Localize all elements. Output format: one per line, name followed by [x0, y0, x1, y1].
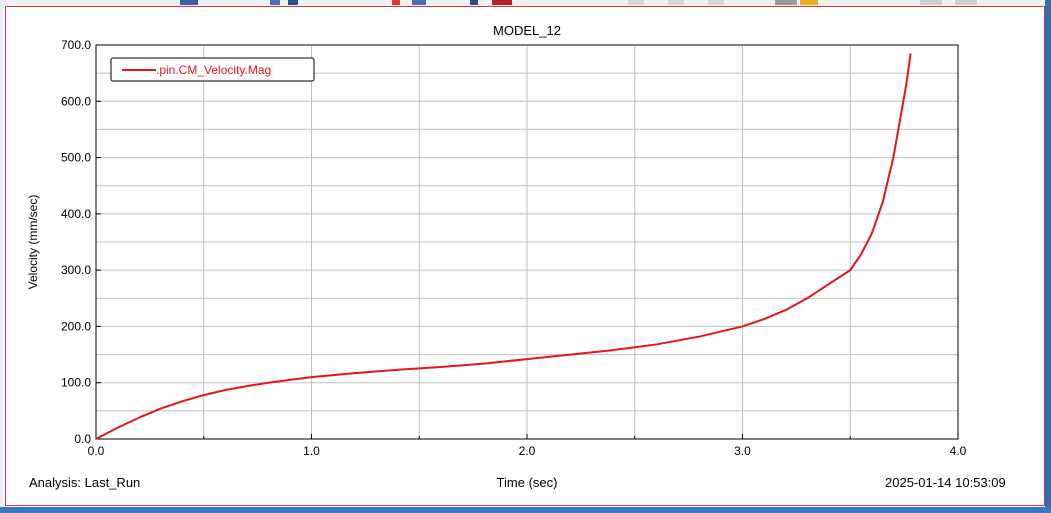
legend: .pin.CM_Velocity.Mag	[110, 57, 315, 82]
window-bottom-edge	[0, 507, 1051, 513]
toolbar-strip	[0, 0, 1051, 6]
x-tick-label: 4.0	[950, 444, 967, 458]
timestamp: 2025-01-14 10:53:09	[885, 475, 1006, 490]
y-tick-label: 600.0	[61, 94, 91, 108]
toolbar-icon[interactable]	[775, 0, 797, 5]
legend-label: .pin.CM_Velocity.Mag	[156, 63, 271, 77]
toolbar-icon[interactable]	[668, 0, 684, 5]
y-tick-label: 300.0	[61, 263, 91, 277]
toolbar-icon[interactable]	[270, 0, 280, 5]
x-tick-label: 3.0	[734, 444, 751, 458]
plot-window-frame	[5, 6, 1045, 506]
axis-ticks: 0.0 1.0 2.0 3.0 4.0 0.0 100.0 200.0 300.0 400.0 50…	[61, 38, 967, 458]
x-axis-label: Time (sec)	[497, 475, 558, 490]
y-tick-label: 100.0	[61, 376, 91, 390]
analysis-label: Analysis: Last_Run	[29, 475, 141, 490]
toolbar-icon[interactable]	[920, 0, 942, 5]
y-axis-label: Velocity (mm/sec)	[26, 195, 40, 290]
toolbar-icon[interactable]	[180, 0, 198, 5]
x-tick-label: 0.0	[88, 444, 105, 458]
toolbar-icon[interactable]	[392, 0, 400, 5]
toolbar-icon[interactable]	[412, 0, 426, 5]
y-tick-label: 700.0	[61, 38, 91, 52]
toolbar-icon[interactable]	[800, 0, 818, 5]
chart-title: MODEL_12	[493, 23, 561, 38]
y-tick-label: 200.0	[61, 319, 91, 333]
toolbar-icon[interactable]	[955, 0, 977, 5]
y-tick-label: 500.0	[61, 151, 91, 165]
grid	[96, 45, 958, 439]
series-line	[95, 53, 912, 440]
window-left-edge	[0, 0, 4, 513]
toolbar-icon[interactable]	[288, 0, 298, 5]
series-layer	[95, 53, 912, 440]
toolbar-icon[interactable]	[628, 0, 644, 5]
x-tick-label: 2.0	[519, 444, 536, 458]
window-right-edge	[1045, 0, 1051, 513]
y-tick-label: 0.0	[74, 432, 91, 446]
x-tick-label: 1.0	[303, 444, 320, 458]
toolbar-icon[interactable]	[708, 0, 724, 5]
y-tick-label: 400.0	[61, 207, 91, 221]
legend-box	[110, 57, 315, 82]
toolbar-icon[interactable]	[470, 0, 478, 5]
toolbar-icon[interactable]	[492, 0, 512, 5]
